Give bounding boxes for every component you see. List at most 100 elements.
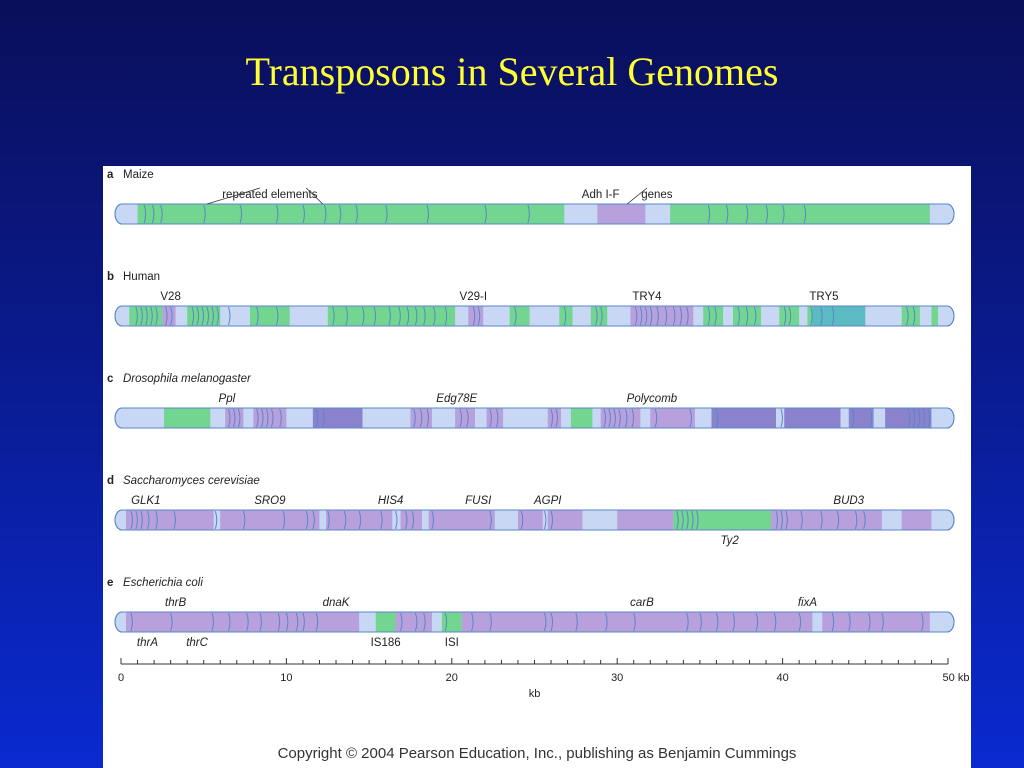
element-boundary	[277, 612, 281, 632]
genome-segment	[630, 306, 694, 326]
axis-unit-label: kb	[529, 688, 541, 700]
element-boundary	[170, 306, 173, 326]
element-boundary	[676, 510, 679, 530]
element-boundary	[385, 204, 388, 224]
element-boundary	[754, 306, 757, 326]
element-boundary	[315, 612, 319, 632]
element-boundary	[679, 306, 683, 326]
genome-letter: a	[107, 169, 114, 181]
genome-segment	[885, 408, 932, 428]
genome-segment	[125, 510, 214, 530]
feature-label: GLK1	[131, 495, 160, 507]
element-boundary	[239, 204, 243, 224]
genome-segment	[400, 510, 423, 530]
genome-segment	[253, 408, 287, 428]
element-boundary	[140, 306, 143, 326]
element-boundary	[707, 306, 711, 326]
element-boundary	[803, 204, 807, 224]
feature-label: BUD3	[833, 495, 864, 507]
leader-line	[305, 187, 324, 205]
element-boundary	[266, 408, 269, 428]
genome-segment	[779, 306, 800, 326]
feature-label: Edg78E	[436, 393, 477, 405]
feature-label: carB	[630, 597, 654, 609]
feature-label: Polycomb	[627, 393, 678, 405]
element-boundary	[715, 408, 719, 428]
element-boundary	[444, 306, 448, 326]
tick-label: 30	[611, 672, 623, 684]
element-boundary	[520, 510, 524, 530]
chromosome-outline	[114, 611, 955, 633]
element-boundary	[426, 408, 429, 428]
element-boundary	[634, 306, 638, 326]
element-boundary	[691, 510, 694, 530]
element-boundary	[780, 408, 783, 428]
genome-letter: b	[107, 271, 114, 283]
element-boundary	[459, 408, 463, 428]
element-boundary	[214, 510, 218, 530]
element-boundary	[338, 204, 342, 224]
element-boundary	[405, 510, 408, 530]
element-boundary	[242, 510, 246, 530]
element-boundary	[927, 408, 931, 428]
element-boundary	[654, 408, 658, 428]
element-boundary	[170, 612, 173, 632]
element-boundary	[150, 306, 153, 326]
feature-label: fixA	[798, 597, 818, 609]
element-boundary	[146, 510, 150, 530]
element-boundary	[414, 306, 418, 326]
element-boundary	[130, 510, 133, 530]
feature-label: Ppl	[219, 393, 236, 405]
copyright-notice: Copyright © 2004 Pearson Education, Inc.…	[277, 745, 797, 762]
element-boundary	[489, 408, 492, 428]
element-boundary	[550, 612, 554, 632]
element-boundary	[327, 510, 330, 530]
element-boundary	[196, 306, 200, 326]
element-boundary	[135, 306, 138, 326]
element-boundary	[489, 510, 492, 530]
genome-segment	[699, 510, 772, 530]
genome-segment	[931, 306, 939, 326]
element-boundary	[203, 204, 206, 224]
element-boundary	[714, 306, 717, 326]
element-boundary	[276, 204, 279, 224]
chromosome-outline	[114, 407, 955, 429]
feature-label: V28	[160, 291, 180, 303]
element-boundary	[130, 612, 133, 632]
genome-segment	[570, 408, 593, 428]
element-boundary	[831, 612, 835, 632]
tick-label: 0	[118, 672, 124, 684]
element-boundary	[836, 510, 840, 530]
element-boundary	[228, 306, 231, 326]
genome-segment	[441, 612, 462, 632]
element-boundary	[414, 612, 418, 632]
tick-label: 20	[446, 672, 458, 684]
element-boundary	[145, 306, 148, 326]
element-boundary	[388, 306, 391, 326]
element-boundary	[362, 306, 365, 326]
element-boundary	[686, 306, 689, 326]
feature-label: thrA	[137, 637, 158, 649]
element-boundary	[868, 612, 871, 632]
genome-segment	[617, 510, 674, 530]
element-boundary	[644, 306, 648, 326]
feature-label: IS186	[371, 637, 401, 649]
element-boundary	[276, 306, 279, 326]
element-boundary	[605, 612, 608, 632]
element-boundary	[151, 204, 155, 224]
genome-segment	[547, 408, 561, 428]
element-boundary	[191, 306, 195, 326]
genome-segment	[509, 306, 530, 326]
element-boundary	[543, 612, 547, 632]
element-boundary	[788, 306, 792, 326]
element-boundary	[664, 306, 668, 326]
element-boundary	[295, 612, 299, 632]
element-boundary	[854, 510, 858, 530]
feature-label: genes	[641, 189, 673, 201]
element-boundary	[343, 510, 347, 530]
element-boundary	[800, 510, 803, 530]
element-boundary	[672, 306, 676, 326]
genome-name: Drosophila melanogaster	[123, 373, 252, 385]
element-boundary	[618, 408, 621, 428]
genome-letter: e	[107, 577, 113, 589]
